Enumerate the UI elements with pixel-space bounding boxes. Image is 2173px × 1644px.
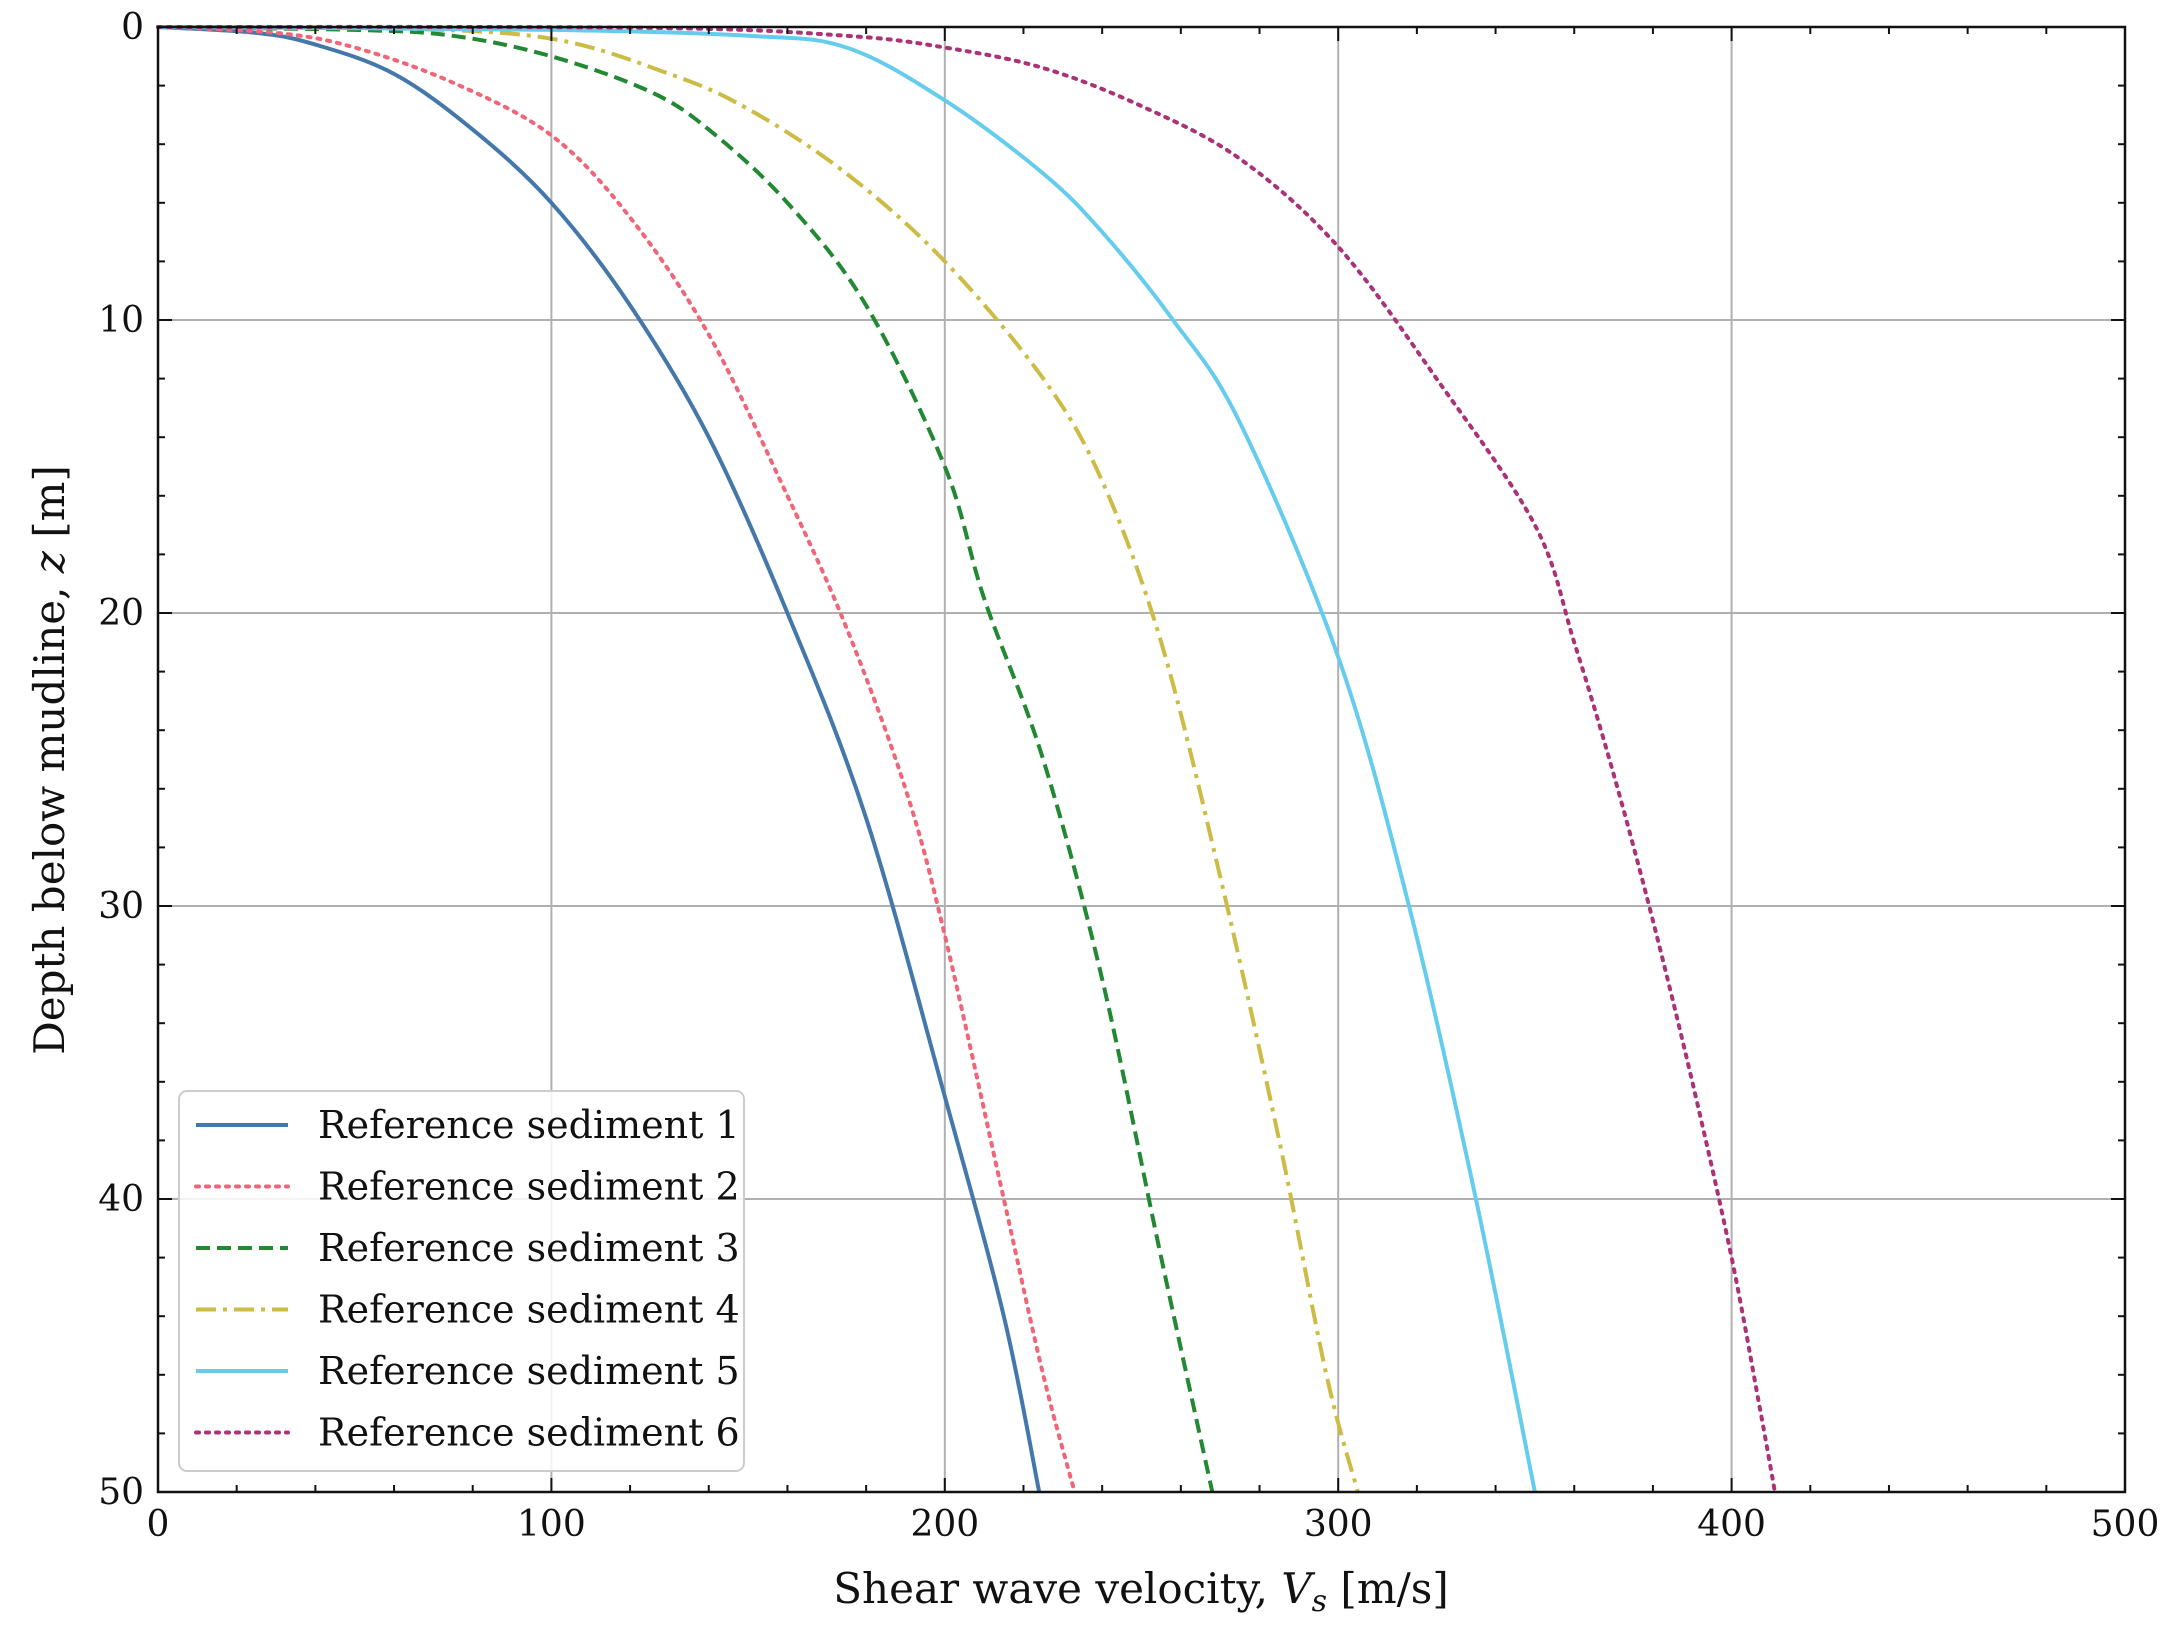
- series-line-2: [156, 25, 1077, 1494]
- plot-frame: [156, 25, 2127, 1494]
- y-tick-label: 30: [98, 886, 144, 927]
- legend-label-3: Reference sediment 3: [318, 1226, 740, 1270]
- series-line-1: [157, 25, 1042, 1493]
- x-tick-label: 100: [517, 1504, 586, 1545]
- y-axis-label: Depth below mudline, z [m]: [25, 465, 74, 1055]
- x-axis-label: Shear wave velocity, Vs [m/s]: [833, 1564, 1448, 1619]
- series-line-6: [156, 24, 1777, 1494]
- y-tick-label: 50: [98, 1472, 144, 1513]
- legend-label-5: Reference sediment 5: [318, 1349, 740, 1393]
- x-tick-label: 300: [1304, 1504, 1373, 1545]
- series-line-5: [157, 25, 1537, 1493]
- y-tick-label: 40: [98, 1179, 144, 1220]
- legend-label-2: Reference sediment 2: [318, 1165, 740, 1209]
- legend-box: [178, 1090, 745, 1472]
- legend-label-6: Reference sediment 6: [318, 1411, 740, 1455]
- y-tick-label: 0: [121, 7, 144, 48]
- x-tick-label: 0: [147, 1504, 170, 1545]
- legend: Reference sediment 1 Reference sediment 2…: [178, 1090, 745, 1472]
- tick-labels: 0 100 200 300 400 500 0 10 20 30 40 50: [98, 7, 2159, 1545]
- x-tick-label: 400: [1697, 1504, 1766, 1545]
- y-tick-label: 10: [98, 300, 144, 341]
- series-line-3: [157, 25, 1215, 1493]
- legend-label-1: Reference sediment 1: [318, 1103, 740, 1147]
- legend-label-4: Reference sediment 4: [318, 1288, 740, 1332]
- axis-ticks: [157, 26, 2126, 1493]
- x-tick-label: 500: [2091, 1504, 2160, 1545]
- y-tick-label: 20: [98, 593, 144, 634]
- x-tick-label: 200: [910, 1504, 979, 1545]
